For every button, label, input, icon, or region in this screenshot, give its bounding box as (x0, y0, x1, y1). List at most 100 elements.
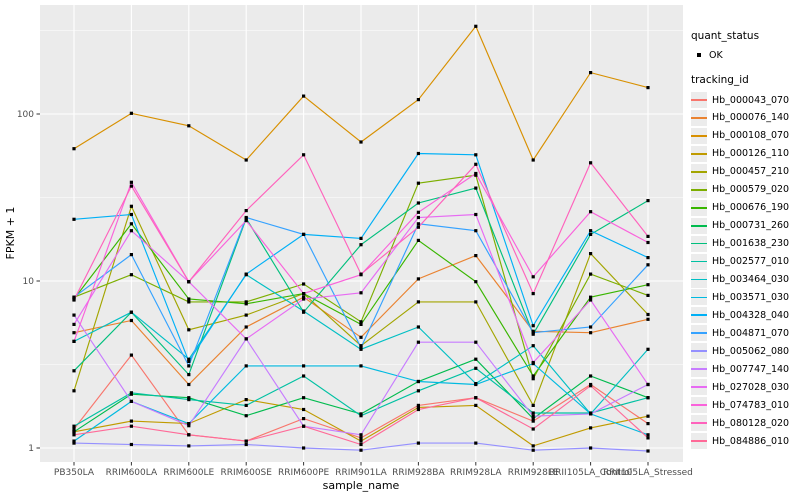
data-point (72, 313, 76, 317)
data-point (187, 280, 191, 284)
legend-key-swatch (691, 181, 707, 198)
legend-key-swatch (691, 415, 707, 432)
legend-item-label: Hb_084886_010 (712, 435, 790, 447)
data-point (474, 212, 478, 217)
legend-item-Hb_000457_210: Hb_000457_210 (691, 163, 790, 180)
legend-item-Hb_000043_070: Hb_000043_070 (691, 92, 789, 108)
legend-item-Hb_000076_140: Hb_000076_140 (691, 109, 789, 126)
y-tick-label: 100 (17, 110, 34, 120)
data-point (359, 344, 363, 348)
legend-item-Hb_074783_010: Hb_074783_010 (691, 397, 790, 414)
data-point (72, 433, 76, 437)
data-point (244, 439, 248, 443)
data-point (244, 325, 248, 329)
legend-item-label: Hb_080128_020 (712, 417, 790, 429)
data-point (187, 422, 191, 426)
data-point (531, 427, 535, 431)
legend-key-swatch (691, 379, 707, 396)
legend-key-swatch (691, 271, 707, 288)
legend-key-swatch (691, 397, 707, 414)
data-point (416, 201, 420, 205)
x-axis-title: sample_name (323, 479, 400, 492)
data-point (187, 382, 191, 387)
data-point (302, 292, 306, 296)
legend-item-label: Hb_005062_080 (712, 345, 790, 357)
legend-item-Hb_000731_260: Hb_000731_260 (691, 217, 790, 234)
data-point (416, 98, 420, 102)
legend-item-Hb_004328_040: Hb_004328_040 (691, 307, 789, 324)
data-point (589, 252, 593, 256)
data-point (646, 436, 650, 440)
data-point (129, 391, 133, 395)
data-point (589, 331, 593, 335)
data-point (187, 396, 191, 400)
x-tick-label: RRIM600PE (278, 468, 330, 478)
data-point (129, 310, 133, 314)
data-point (302, 364, 306, 368)
legend-item-label: Hb_004871_070 (712, 327, 790, 339)
legend-item-label: Hb_074783_010 (712, 399, 790, 411)
data-point (302, 417, 306, 421)
data-point (589, 384, 593, 388)
legend-item-Hb_004871_070: Hb_004871_070 (691, 325, 790, 342)
legend-key-line (691, 206, 707, 209)
data-point (359, 345, 363, 350)
data-point (646, 449, 650, 453)
data-point (589, 161, 593, 165)
legend-key-swatch (691, 325, 707, 342)
legend-item-label: Hb_003571_030 (712, 291, 790, 303)
legend-item-label: Hb_000676_190 (712, 202, 790, 214)
data-point (359, 243, 363, 247)
data-point (129, 212, 133, 217)
data-point (244, 403, 248, 407)
data-point (302, 396, 306, 400)
legend-key-swatch (691, 253, 707, 270)
data-point (531, 411, 535, 415)
legend-item-label: Hb_000731_260 (712, 220, 790, 232)
legend-key-line (691, 278, 707, 281)
data-point (187, 300, 191, 304)
legend-key-line (691, 260, 707, 263)
data-point (187, 364, 191, 368)
data-point (646, 293, 650, 297)
data-point (129, 273, 133, 277)
legend-item-Hb_000676_190: Hb_000676_190 (691, 199, 790, 216)
legend-key-swatch (691, 217, 707, 234)
legend-item-Hb_000108_070: Hb_000108_070 (691, 127, 789, 144)
data-point (646, 414, 650, 418)
data-point (302, 407, 306, 412)
data-point (244, 158, 248, 162)
data-point (531, 444, 535, 448)
data-point (474, 229, 478, 233)
data-point (531, 324, 535, 328)
legend-key-swatch (691, 199, 707, 216)
data-point (474, 366, 478, 370)
data-point (531, 419, 535, 423)
legend-title-quant-status: quant_status (691, 30, 760, 42)
legend-item-Hb_007747_140: Hb_007747_140 (691, 361, 789, 378)
data-point (129, 180, 133, 184)
data-point (474, 173, 478, 177)
legend-key-swatch (691, 289, 707, 306)
data-point (589, 272, 593, 276)
data-point (474, 403, 478, 407)
data-point (474, 153, 478, 157)
legend-key-swatch (691, 307, 707, 324)
data-point (187, 433, 191, 437)
legend-item-label: Hb_000457_210 (712, 166, 790, 178)
data-point (531, 275, 535, 279)
legend-item-Hb_080128_020: Hb_080128_020 (691, 415, 790, 432)
data-point (302, 446, 306, 450)
data-point (187, 124, 191, 128)
data-point (244, 337, 248, 341)
x-tick-label: PB350LA (54, 468, 95, 478)
data-point (589, 295, 593, 299)
data-point (531, 377, 535, 381)
data-point (187, 357, 191, 361)
legend-key-line (691, 422, 707, 424)
data-point (646, 240, 650, 245)
data-point (302, 309, 306, 313)
data-point (244, 364, 248, 368)
data-point (359, 236, 363, 240)
data-point (72, 430, 76, 434)
